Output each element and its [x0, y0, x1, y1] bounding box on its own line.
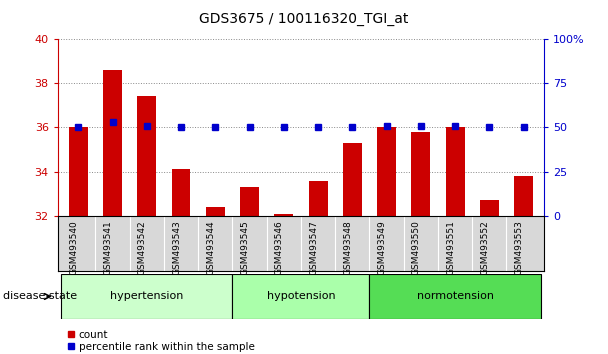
Text: GSM493545: GSM493545 [241, 220, 249, 275]
Bar [480, 200, 499, 216]
Text: normotension: normotension [416, 291, 494, 302]
Bar [240, 187, 259, 216]
Text: GSM493547: GSM493547 [309, 220, 318, 275]
Text: GSM493542: GSM493542 [138, 220, 147, 275]
Bar [412, 132, 430, 216]
Text: GSM493544: GSM493544 [206, 220, 215, 275]
Text: GDS3675 / 100116320_TGI_at: GDS3675 / 100116320_TGI_at [199, 12, 409, 27]
Text: GSM493546: GSM493546 [275, 220, 284, 275]
Text: hypertension: hypertension [110, 291, 184, 302]
Bar [232, 274, 370, 319]
Text: GSM493543: GSM493543 [172, 220, 181, 275]
Text: GSM493550: GSM493550 [412, 220, 421, 275]
Text: GSM493552: GSM493552 [480, 220, 489, 275]
Bar [274, 214, 293, 216]
Text: GSM493548: GSM493548 [344, 220, 353, 275]
Text: GSM493540: GSM493540 [69, 220, 78, 275]
Bar [69, 127, 88, 216]
Bar [309, 181, 328, 216]
Bar [343, 143, 362, 216]
Text: GSM493549: GSM493549 [378, 220, 387, 275]
Bar [446, 127, 465, 216]
Bar [377, 127, 396, 216]
Text: GSM493541: GSM493541 [103, 220, 112, 275]
Bar [61, 274, 232, 319]
Bar [103, 70, 122, 216]
Bar [171, 170, 190, 216]
Bar [514, 176, 533, 216]
Text: hypotension: hypotension [267, 291, 335, 302]
Text: GSM493551: GSM493551 [446, 220, 455, 275]
Legend: count, percentile rank within the sample: count, percentile rank within the sample [63, 326, 258, 354]
Text: disease state: disease state [3, 291, 77, 302]
Text: GSM493553: GSM493553 [514, 220, 523, 275]
Bar [206, 207, 225, 216]
Bar [137, 97, 156, 216]
Bar [370, 274, 541, 319]
